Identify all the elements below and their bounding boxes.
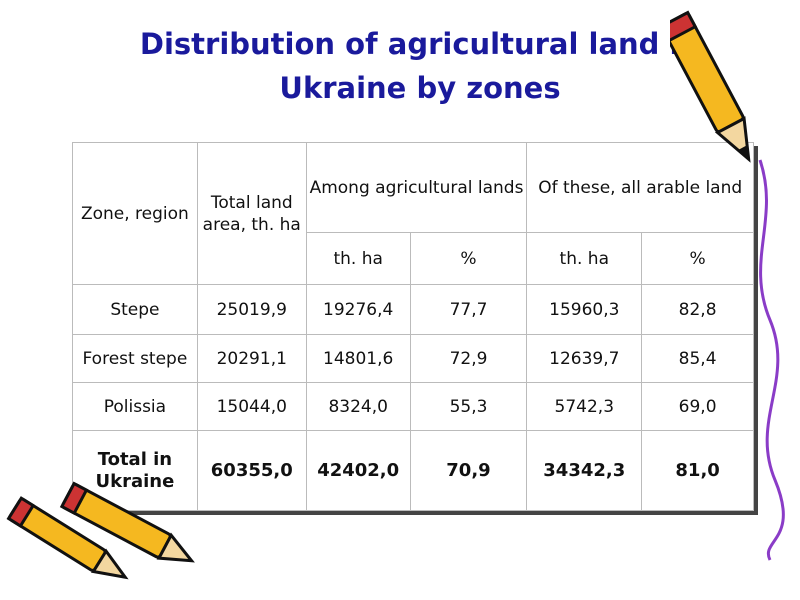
table-row: Total in Ukraine 60355,0 42402,0 70,9 34342,… (72, 430, 754, 511)
table-cell: 34342,3 (526, 430, 643, 511)
row-label: Forest stepe (72, 334, 198, 383)
table-cell: 70,9 (409, 430, 528, 511)
table-cell: 19276,4 (305, 284, 411, 335)
table-cell: 42402,0 (305, 430, 411, 511)
row-label: Polissia (72, 382, 198, 431)
row-label: Stepe (72, 284, 198, 335)
header-cell: % (409, 232, 528, 285)
header-cell: % (641, 232, 754, 285)
table-row: Stepe 25019,9 19276,4 77,7 15960,3 82,8 (72, 284, 754, 335)
row-label: Total in Ukraine (72, 430, 198, 511)
table-row: Polissia 15044,0 8324,0 55,3 5742,3 69,0 (72, 382, 754, 431)
table-cell: 69,0 (641, 382, 754, 431)
slide-title: Distribution of agricultural land in Ukr… (139, 27, 701, 105)
header-cell: Of these, all arable land (526, 142, 754, 233)
header-cell: Total land area, th. ha (196, 142, 307, 285)
pencil-decoration (6, 481, 195, 580)
header-cell: th. ha (305, 232, 411, 285)
data-table: Zone, region Total land area, th. ha Amo… (72, 142, 754, 511)
table-cell: 72,9 (409, 334, 528, 383)
header-row: Zone, region Total land area, th. ha Amo… (72, 142, 754, 285)
table-cell: 60355,0 (196, 430, 307, 511)
pencil-decoration (670, 10, 785, 561)
table-cell: 20291,1 (196, 334, 307, 383)
table-cell: 81,0 (641, 430, 754, 511)
table-cell: 8324,0 (305, 382, 411, 431)
header-cell: th. ha (526, 232, 643, 285)
table-cell: 25019,9 (196, 284, 307, 335)
header-cell: Among agricultural lands (305, 142, 528, 233)
table-cell: 15044,0 (196, 382, 307, 431)
header-row: th. ha % th. ha % (73, 232, 754, 285)
table-row: Forest stepe 20291,1 14801,6 72,9 12639,7 85,… (72, 334, 754, 383)
table-cell: 5742,3 (526, 382, 643, 431)
table-cell: 82,8 (641, 284, 754, 335)
table-cell: 55,3 (409, 382, 528, 431)
table-cell: 12639,7 (526, 334, 643, 383)
table-cell: 77,7 (409, 284, 528, 335)
table-cell: 15960,3 (526, 284, 643, 335)
table-cell: 85,4 (641, 334, 754, 383)
table-cell: 14801,6 (305, 334, 411, 383)
header-cell: Zone, region (72, 142, 198, 285)
